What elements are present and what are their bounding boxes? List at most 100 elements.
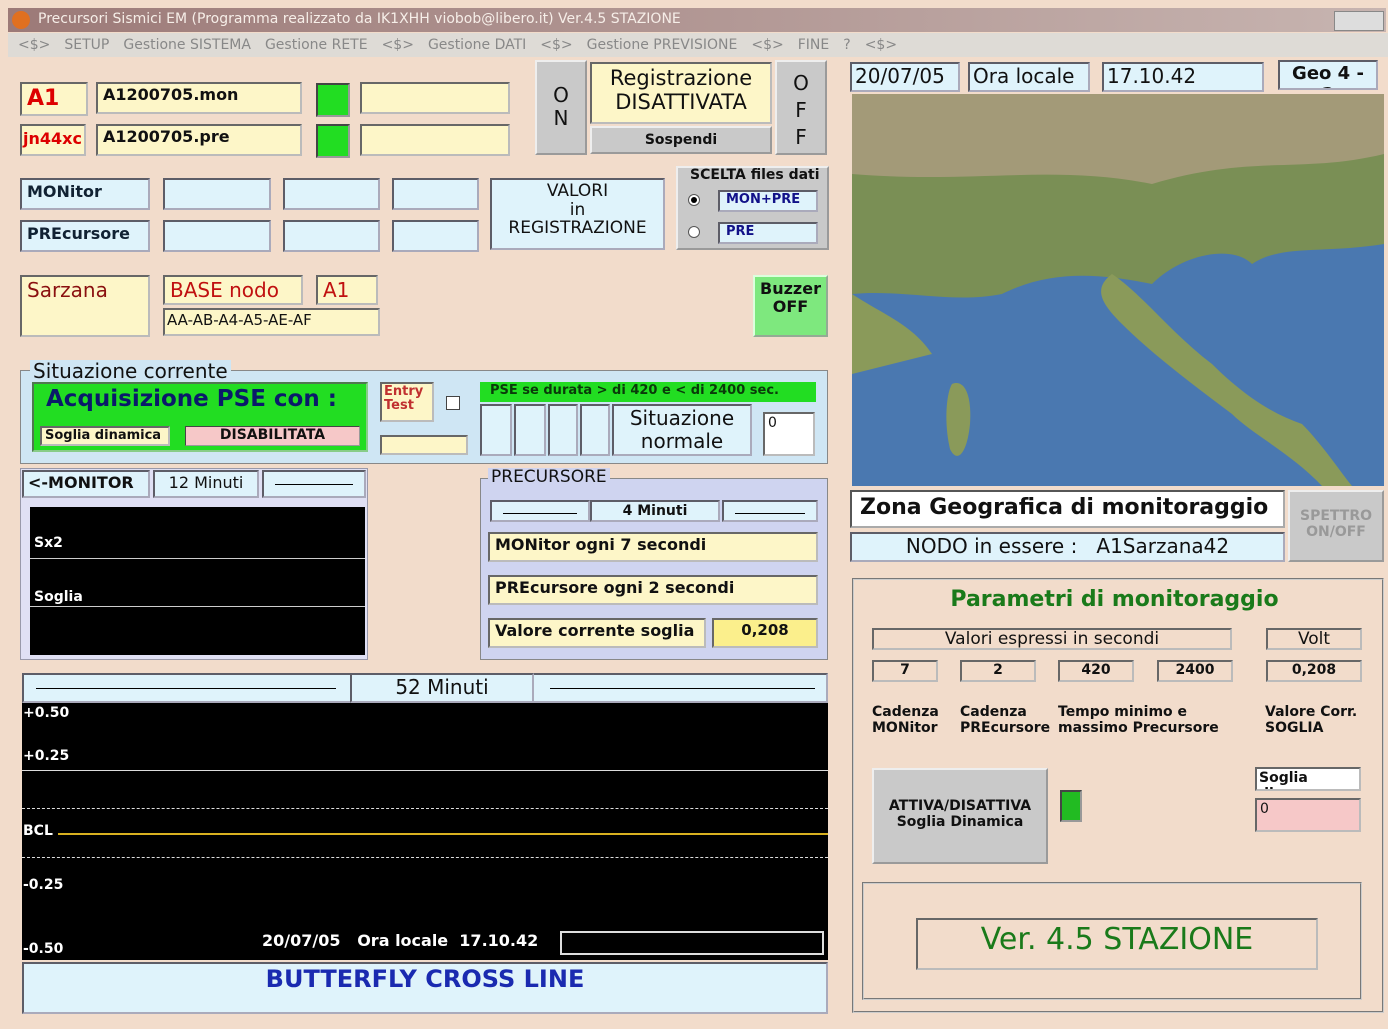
monitor-rate: MONitor ogni 7 secondi (488, 532, 818, 562)
map (852, 94, 1384, 486)
caption: Valore Corr. SOGLIA (1265, 704, 1357, 736)
menu-item[interactable]: <$> (751, 37, 783, 53)
precursor-label: PREcursore (20, 220, 150, 252)
field (163, 178, 271, 210)
menu-item[interactable]: <$> (18, 37, 50, 53)
field (580, 404, 610, 456)
time-label: Ora locale (968, 62, 1090, 92)
arrow-right (262, 470, 366, 498)
menu-item[interactable]: Gestione PREVISIONE (587, 37, 738, 53)
mon-file: A1200705.mon (96, 82, 302, 114)
menu-item[interactable]: SETUP (64, 37, 109, 53)
menu-item[interactable]: <$> (865, 37, 897, 53)
radio[interactable] (688, 226, 700, 238)
param-value: 7 (872, 660, 938, 682)
dynamic-label: Soglia dinam (1255, 767, 1361, 791)
menu-bar: <$> SETUP Gestione SISTEMA Gestione RETE <$>… (8, 33, 1388, 57)
buzzer-button[interactable]: Buzzer OFF (753, 275, 828, 337)
time: 17.10.42 (1102, 62, 1264, 92)
param-value: 2 (960, 660, 1036, 682)
file-choice-title: SCELTA files dati (690, 167, 830, 183)
precursor-title: PRECURSORE (488, 468, 610, 488)
station-id: A1 (20, 82, 88, 116)
base: A1 (316, 275, 378, 305)
arrow-left (36, 688, 336, 689)
menu-item[interactable]: <$> (540, 37, 572, 53)
off-button[interactable]: OFF (775, 60, 827, 155)
menu-item[interactable]: Gestione RETE (265, 37, 368, 53)
parameters-title: Parametri di monitoraggio (852, 587, 1377, 612)
version: Ver. 4.5 STAZIONE (916, 918, 1318, 970)
app-icon (12, 11, 30, 29)
volt-header: Volt (1266, 628, 1362, 650)
grid-line (22, 770, 828, 771)
geo: Geo 4 - 2 (1278, 60, 1378, 90)
on-button[interactable]: ON (535, 60, 587, 155)
locator: jn44xc (20, 124, 86, 156)
base-label: BASE nodo (163, 275, 303, 305)
date: 20/07/05 (850, 62, 960, 92)
field (514, 404, 546, 456)
count: 0 (763, 412, 815, 456)
led (316, 83, 350, 117)
trace-line (30, 558, 365, 559)
grid-line (22, 857, 828, 858)
map-title: Zona Geografica di monitoraggio (850, 490, 1285, 528)
level-label: +0.25 (23, 748, 71, 764)
city: Sarzana (20, 275, 150, 337)
threshold-value: 0,208 (712, 618, 818, 648)
threshold-label: Valore corrente soglia (488, 618, 706, 648)
app-window: Precursori Sismici EM (Programma realizz… (0, 0, 1388, 1029)
level-label: -0.50 (23, 941, 65, 957)
precursor-span: 4 Minuti (590, 500, 720, 522)
param-value: 0,208 (1266, 660, 1362, 682)
field (548, 404, 578, 456)
graph-date: 20/07/05 Ora locale 17.10.42 (262, 932, 538, 950)
pse-rule: PSE se durata > di 420 e < di 2400 sec. (480, 382, 816, 402)
monitor-header: <-MONITOR (22, 470, 150, 498)
field (360, 82, 510, 114)
time: 17.10.42 (459, 932, 538, 950)
status: DISATTIVATA (615, 90, 747, 114)
entry-test: Entry Test (380, 382, 434, 422)
param-value: 2400 (1157, 660, 1233, 682)
field (480, 404, 512, 456)
seconds-header: Valori espressi in secondi (872, 628, 1232, 650)
spectrum-button[interactable]: SPETTRO ON/OFF (1288, 490, 1384, 562)
field (392, 178, 479, 210)
field (392, 220, 479, 252)
monitor-graph (30, 507, 365, 655)
recording-values: VALORI in REGISTRAZIONE (490, 178, 665, 250)
menu-item[interactable]: <$> (382, 37, 414, 53)
level-label: BCL (23, 823, 55, 839)
menu-item[interactable]: FINE (798, 37, 830, 53)
pre-file: A1200705.pre (96, 124, 302, 156)
level-label: -0.25 (23, 877, 65, 893)
caption: Cadenza MONitor (872, 704, 939, 736)
main-graph (22, 703, 828, 960)
trace-line (30, 606, 365, 607)
arrow-left (490, 500, 590, 522)
window-controls[interactable] (1334, 11, 1384, 31)
radio[interactable] (688, 194, 700, 206)
title-bar: Precursori Sismici EM (Programma realizz… (8, 8, 1386, 32)
monitor-label: MONitor (20, 178, 150, 210)
node-label: NODO in essere : (906, 534, 1077, 558)
graph-span: 52 Minuti (350, 673, 534, 703)
field (163, 220, 271, 252)
threshold-state: DISABILITATA (185, 426, 360, 446)
monitor-span: 12 Minuti (153, 470, 259, 498)
menu-item[interactable]: Gestione SISTEMA (123, 37, 251, 53)
precursor-rate: PREcursore ogni 2 secondi (488, 575, 818, 605)
progress-box (560, 931, 824, 955)
arrow-right (722, 500, 818, 522)
date: 20/07/05 (262, 932, 340, 950)
checkbox[interactable] (446, 396, 460, 410)
toggle-button[interactable]: ATTIVA/DISATTIVA Soglia Dinamica (872, 768, 1048, 864)
suspend-button[interactable]: Sospendi (590, 126, 772, 154)
level-label: +0.50 (23, 705, 71, 721)
threshold: Soglia dinamica (40, 426, 170, 446)
menu-item[interactable]: ? (843, 37, 850, 53)
param-value: 420 (1058, 660, 1134, 682)
menu-item[interactable]: Gestione DATI (428, 37, 526, 53)
